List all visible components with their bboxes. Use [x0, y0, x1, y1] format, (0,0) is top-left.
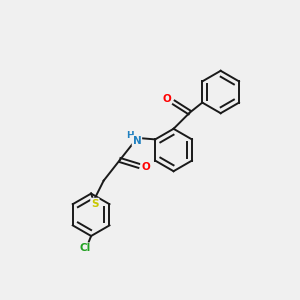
Text: S: S — [91, 199, 99, 208]
Text: O: O — [141, 162, 150, 172]
Text: O: O — [163, 94, 172, 104]
Text: H: H — [126, 131, 134, 140]
Text: N: N — [133, 136, 141, 146]
Text: Cl: Cl — [80, 243, 91, 253]
